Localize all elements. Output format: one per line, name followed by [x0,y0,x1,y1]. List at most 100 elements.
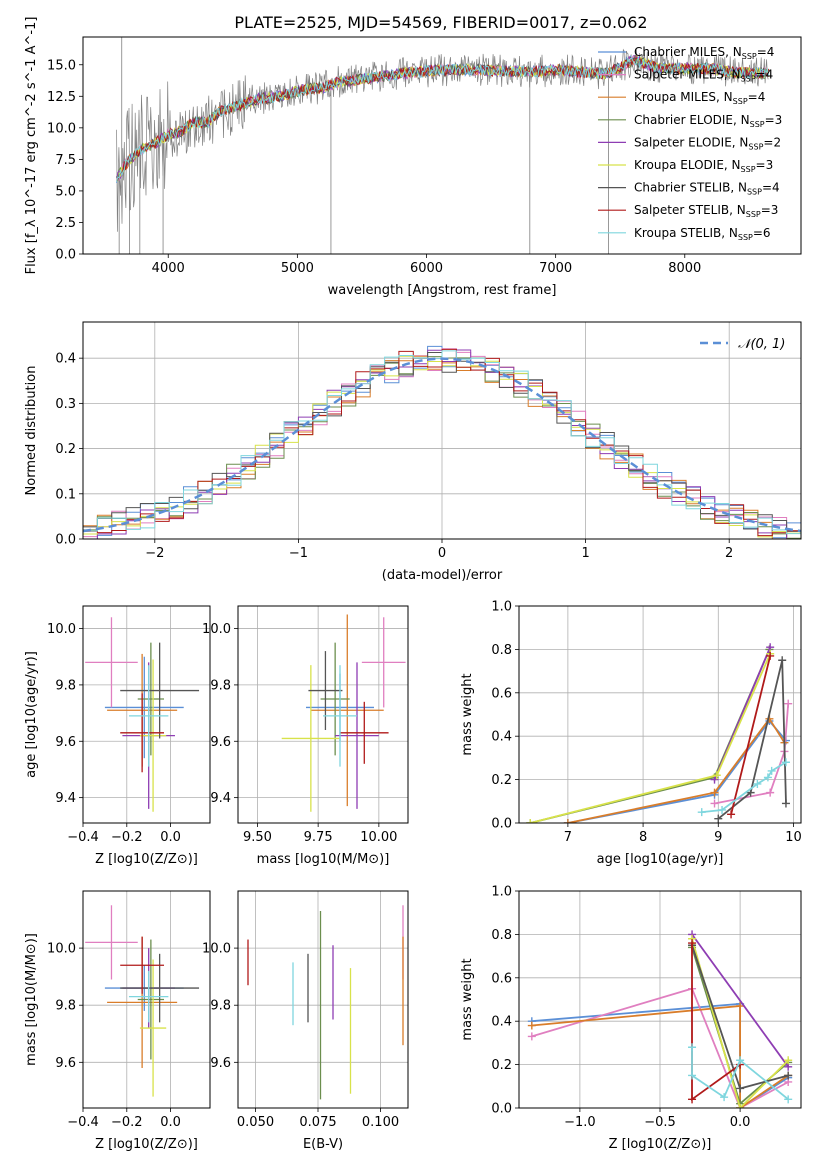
legend-label-main: Chabrier STELIB, N [634,181,747,195]
weight-marker [766,788,775,797]
weight-marker [688,939,697,948]
legend-label-main: Chabrier ELODIE, N [634,113,750,127]
y-tick-label: 0.3 [55,397,76,412]
legend-label: Salpeter MILES, NSSP=4 [634,68,773,84]
y-tick-label: 10.0 [202,622,231,637]
legend-label-sub: SSP [741,165,756,174]
x-axis-label: Z [log10(Z/Z⊙)] [95,1137,198,1152]
y-tick-label: 9.6 [55,1056,76,1071]
y-tick-label: 0.4 [491,1015,512,1030]
x-tick-label: 9.50 [243,830,272,845]
legend-label-main: Salpeter ELODIE, N [634,135,748,149]
y-tick-label: 9.8 [210,999,231,1014]
y-tick-label: 10.0 [202,942,231,957]
x-tick-label: 0.050 [237,1115,274,1130]
weight-marker [714,814,723,823]
y-axis-label: mass weight [460,958,475,1040]
x-tick-label: 0.0 [160,1115,181,1130]
legend-label-suffix: =3 [761,203,779,217]
histogram-steps [83,345,801,539]
figure-title: PLATE=2525, MJD=54569, FIBERID=0017, z=0… [234,13,647,32]
model-spectrum-8 [116,56,770,182]
y-tick-label: 0.0 [55,248,76,263]
legend-label: Salpeter STELIB, NSSP=3 [634,203,778,219]
weight-marker [712,771,721,780]
legend-label-main: Salpeter MILES, N [634,68,741,82]
x-axis-label: wavelength [Angstrom, rest frame] [328,283,557,298]
age_vs_Z-errorbars [85,617,200,812]
weight-marker [784,1056,793,1065]
weight_vs_Z-lines [527,930,793,1108]
age_vs_mass-errorbars [281,614,406,812]
y-tick-label: 7.5 [55,153,76,168]
mass_vs_ebv-frame [237,890,409,1109]
legend-label-main: Kroupa ELODIE, N [634,158,741,172]
y-axis-label: mass weight [460,673,475,755]
x-tick-label: −2 [145,546,164,561]
weight-marker [781,799,790,808]
x-tick-label: 0.0 [730,1115,751,1130]
residuals-frame [82,321,802,540]
weight-marker [784,1095,793,1104]
y-axis-label: age [log10(age/yr)] [24,651,39,778]
x-tick-label: 8 [639,830,647,845]
legend-label: Salpeter ELODIE, NSSP=2 [634,135,781,151]
y-tick-label: 0.6 [491,686,512,701]
weight-marker [688,1071,697,1080]
weight-marker [720,1093,729,1102]
legend-label: Kroupa MILES, NSSP=4 [634,90,765,106]
weight-marker [697,808,706,817]
legend-label: Kroupa ELODIE, NSSP=3 [634,158,773,174]
weight_vs_age-lines [526,643,793,823]
weight-line [730,655,772,815]
x-tick-label: 7 [564,830,572,845]
legend-label-suffix: =2 [763,135,781,149]
legend-label-suffix: =4 [748,90,766,104]
x-tick-label: −0.5 [644,1115,676,1130]
x-tick-label: 10.00 [360,830,397,845]
weight-marker [766,651,775,660]
x-axis-label: Z [log10(Z/Z⊙)] [609,1137,712,1152]
y-tick-label: 0.2 [491,1058,512,1073]
y-tick-label: 0.0 [55,533,76,548]
x-tick-label: −0.2 [111,1115,143,1130]
weight-marker [753,779,762,788]
y-tick-label: 9.8 [55,678,76,693]
mass_vs_Z-frame [82,890,211,1109]
legend-label-main: Salpeter STELIB, N [634,203,746,217]
age_vs_mass-frame [237,605,409,824]
weight-marker [710,775,719,784]
y-tick-label: 9.6 [210,1056,231,1071]
y-tick-label: 0.0 [491,1102,512,1117]
x-tick-label: 0 [438,546,446,561]
weight-marker [727,810,736,819]
x-tick-label: 1 [581,546,589,561]
legend-label: Kroupa STELIB, NSSP=6 [634,226,771,242]
y-tick-label: 1.0 [491,885,512,900]
legend-label-sub: SSP [742,52,757,61]
weight-line [567,717,786,823]
x-tick-label: 6000 [410,261,443,276]
weight-marker [736,1002,745,1011]
y-tick-label: 9.4 [210,791,231,806]
y-tick-label: 12.5 [47,90,76,105]
y-axis-label: mass [log10(M/M⊙)] [24,933,39,1066]
legend-label: Chabrier MILES, NSSP=4 [634,45,774,61]
age_vs_mass-axes: 9.50 9.75 10.00 9.4 9.6 9.8 10.0 mass [log10(M/… [202,606,408,867]
legend-label-main: Kroupa MILES, N [634,90,733,104]
legend-label-sub: SSP [733,97,748,106]
y-tick-label: 0.8 [491,643,512,658]
weight-line [714,703,790,805]
y-tick-label: 9.4 [55,791,76,806]
legend-label-sub: SSP [750,120,765,129]
weight-marker [710,799,719,808]
y-tick-label: 0.0 [491,817,512,832]
x-tick-label: 0.0 [160,830,181,845]
weight-marker [778,656,787,665]
legend-label-main: Chabrier MILES, N [634,45,742,59]
weight-marker [527,1032,536,1041]
legend-label-sub: SSP [746,210,761,219]
weight-marker [688,1043,697,1052]
weight-line [717,660,787,820]
